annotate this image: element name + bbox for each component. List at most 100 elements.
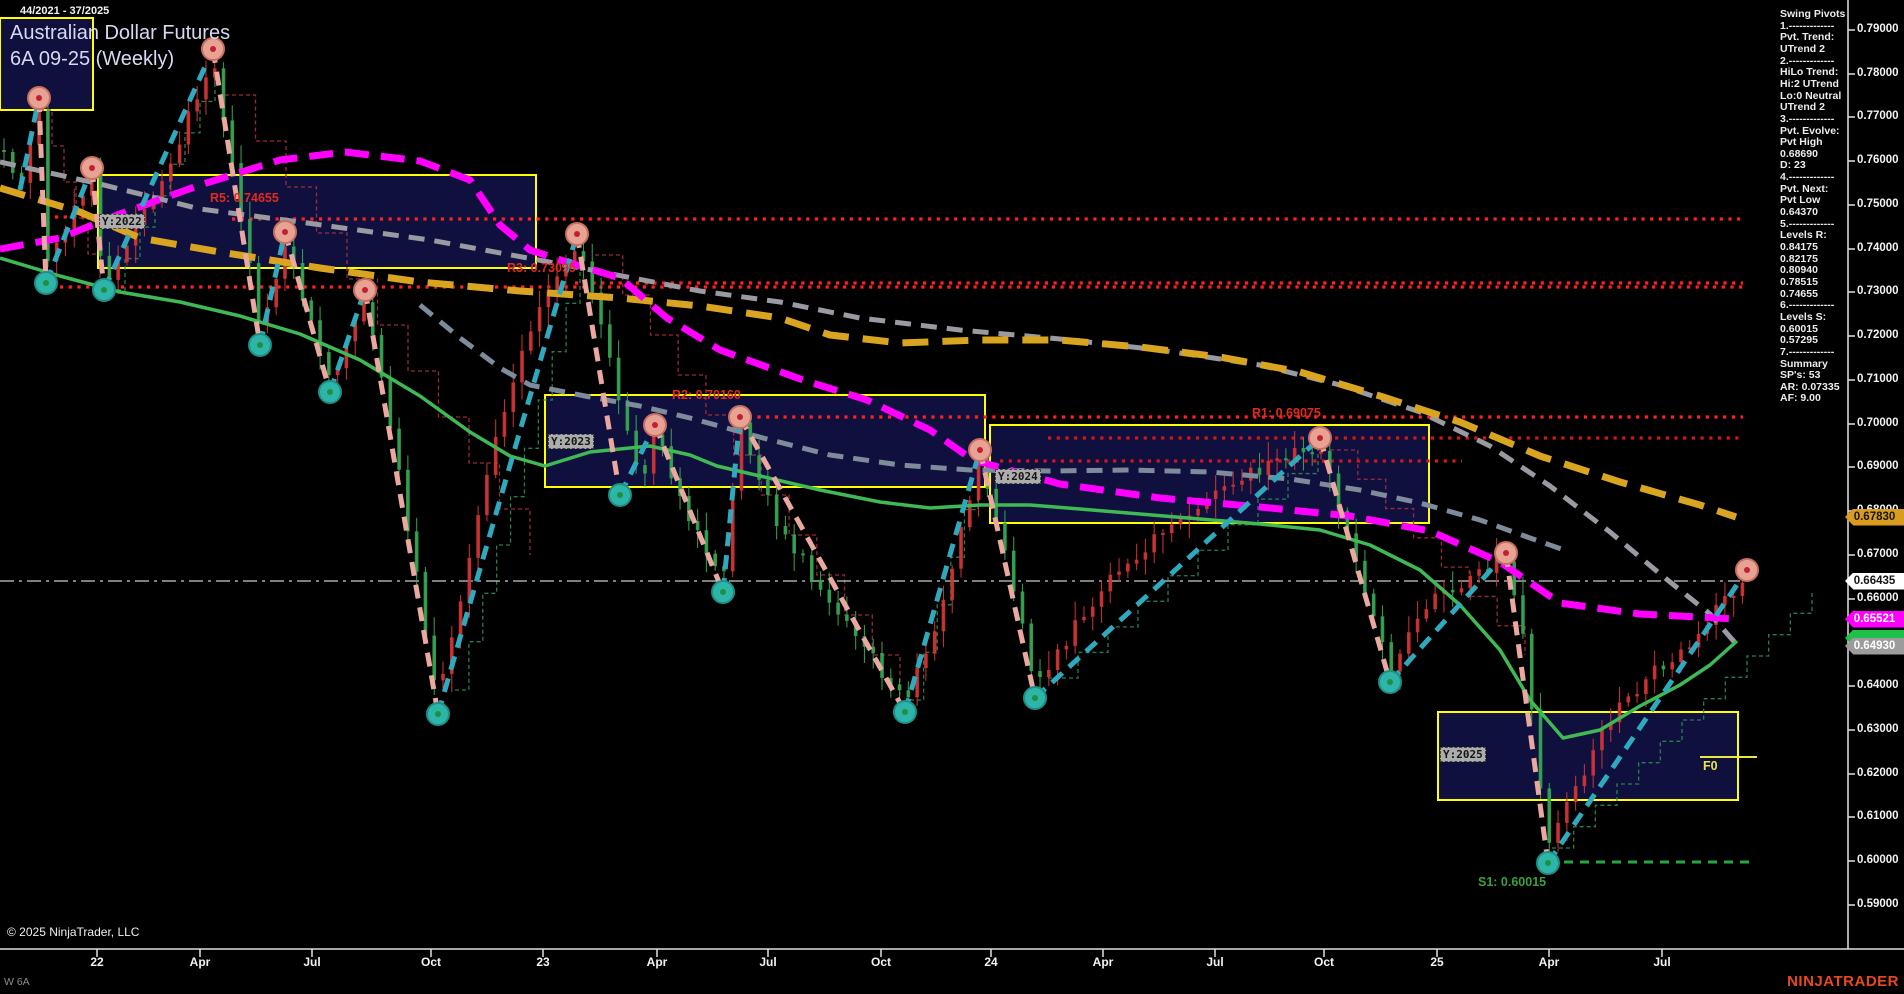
time-axis-label[interactable]: Apr xyxy=(189,955,211,969)
candle-body xyxy=(1029,623,1034,672)
pivot-panel-line: Lo:0 Neutral xyxy=(1780,89,1842,102)
candle-body xyxy=(1582,775,1587,787)
time-axis-label[interactable]: Oct xyxy=(870,955,892,969)
time-axis-label[interactable]: 22 xyxy=(90,955,104,969)
price-axis-label[interactable]: 0.62000 xyxy=(1857,767,1899,779)
price-axis-label[interactable]: 0.64000 xyxy=(1857,679,1899,691)
copyright-text: © 2025 NinjaTrader, LLC xyxy=(7,925,140,939)
swing-up-line xyxy=(17,97,42,191)
candle-body xyxy=(1126,563,1130,572)
time-axis-label[interactable]: Jul xyxy=(303,955,321,969)
trail-step-line xyxy=(910,462,979,701)
candle-body xyxy=(1617,702,1622,723)
candle-body xyxy=(1371,593,1376,617)
pivot-center-dot xyxy=(902,709,908,715)
candle-body xyxy=(160,181,164,198)
swing-down-line xyxy=(737,415,908,714)
price-axis-label[interactable]: 0.71000 xyxy=(1857,373,1899,385)
candle-body xyxy=(397,428,401,470)
candle-body xyxy=(757,455,761,480)
pivot-center-dot xyxy=(652,422,658,428)
price-marker-tag: 0.65521 xyxy=(1845,610,1904,628)
candle-body xyxy=(388,377,393,429)
pivot-panel-line: Pvt. Trend: xyxy=(1780,31,1835,44)
candle-body xyxy=(1213,490,1218,499)
swing-up-line xyxy=(101,47,216,292)
price-axis-label[interactable]: 0.61000 xyxy=(1857,810,1899,822)
price-axis-label[interactable]: 0.59000 xyxy=(1857,898,1899,910)
candle-body xyxy=(1591,750,1595,776)
candle-body xyxy=(1169,524,1174,534)
chart-title: Australian Dollar Futures xyxy=(10,22,231,44)
level-price-label: F0 xyxy=(1703,759,1718,773)
time-axis-label[interactable]: Oct xyxy=(420,955,442,969)
pivot-center-dot xyxy=(720,589,726,595)
candle-body xyxy=(651,434,656,474)
time-axis-label[interactable]: 24 xyxy=(984,955,998,969)
time-axis-label[interactable]: Apr xyxy=(646,955,668,969)
candle-body xyxy=(186,111,191,145)
price-axis-label[interactable]: 0.63000 xyxy=(1857,723,1899,735)
candle-body xyxy=(81,195,85,206)
price-axis-label[interactable]: 0.72000 xyxy=(1857,329,1899,341)
candle-body xyxy=(1477,569,1481,576)
pivot-center-dot xyxy=(257,342,263,348)
pivot-panel-line: 6.------------- xyxy=(1780,299,1835,312)
pivot-center-dot xyxy=(977,447,983,453)
pivot-panel-line: 5.------------- xyxy=(1780,217,1835,230)
time-axis-label[interactable]: Oct xyxy=(1313,955,1335,969)
candle-body xyxy=(976,458,981,501)
time-axis-label[interactable]: Apr xyxy=(1538,955,1560,969)
time-axis-label[interactable]: 25 xyxy=(1430,955,1444,969)
candle-body xyxy=(406,469,410,532)
candle-body xyxy=(230,120,235,164)
price-axis-label[interactable]: 0.77000 xyxy=(1857,110,1899,122)
candle-body xyxy=(318,320,322,353)
price-axis-label[interactable]: 0.78000 xyxy=(1857,67,1899,79)
swing-up-line xyxy=(1033,436,1322,700)
price-axis-label[interactable]: 0.76000 xyxy=(1857,154,1899,166)
time-axis-label[interactable]: Jul xyxy=(1206,955,1224,969)
pivot-center-dot xyxy=(1503,550,1509,556)
pivot-panel-line: 0.74655 xyxy=(1780,287,1818,300)
candle-body xyxy=(432,635,437,681)
time-axis-label[interactable]: Apr xyxy=(1092,955,1114,969)
swing-down-line xyxy=(210,48,263,346)
level-price-label: R3: 0.73095 xyxy=(507,261,576,275)
candle-body xyxy=(1161,533,1165,536)
pivot-center-dot xyxy=(89,165,95,171)
price-axis-label[interactable]: 0.73000 xyxy=(1857,285,1899,297)
time-axis-label[interactable]: Jul xyxy=(1653,955,1671,969)
price-axis-label[interactable]: 0.79000 xyxy=(1857,23,1899,35)
price-axis-label[interactable]: 0.67000 xyxy=(1857,548,1899,560)
price-axis-label[interactable]: 0.75000 xyxy=(1857,198,1899,210)
candle-body xyxy=(221,68,226,121)
time-axis-label[interactable]: 23 xyxy=(536,955,550,969)
candle-body xyxy=(1415,618,1420,633)
candle-body xyxy=(458,601,463,638)
time-axis-label[interactable]: Jul xyxy=(759,955,777,969)
candle-body xyxy=(801,553,805,556)
price-axis-label[interactable]: 0.70000 xyxy=(1857,417,1899,429)
candle-body xyxy=(1389,642,1394,672)
candle-body xyxy=(90,173,94,196)
pivot-center-dot xyxy=(282,229,288,235)
price-axis-label[interactable]: 0.66000 xyxy=(1857,592,1899,604)
candle-body xyxy=(1143,552,1148,560)
candle-body xyxy=(239,163,243,220)
candle-body xyxy=(204,77,208,100)
candle-body xyxy=(1652,665,1657,680)
candle-body xyxy=(1003,522,1007,551)
candle-body xyxy=(1011,550,1016,592)
candle-body xyxy=(766,479,770,496)
price-axis-label[interactable]: 0.74000 xyxy=(1857,242,1899,254)
candle-body xyxy=(353,321,357,342)
pivot-center-dot xyxy=(574,231,580,237)
price-axis-label[interactable]: 0.69000 xyxy=(1857,460,1899,472)
candle-body xyxy=(924,653,928,669)
price-axis-label[interactable]: 0.60000 xyxy=(1857,854,1899,866)
pivot-center-dot xyxy=(617,492,623,498)
candle-body xyxy=(915,668,919,698)
candle-body xyxy=(195,99,199,112)
